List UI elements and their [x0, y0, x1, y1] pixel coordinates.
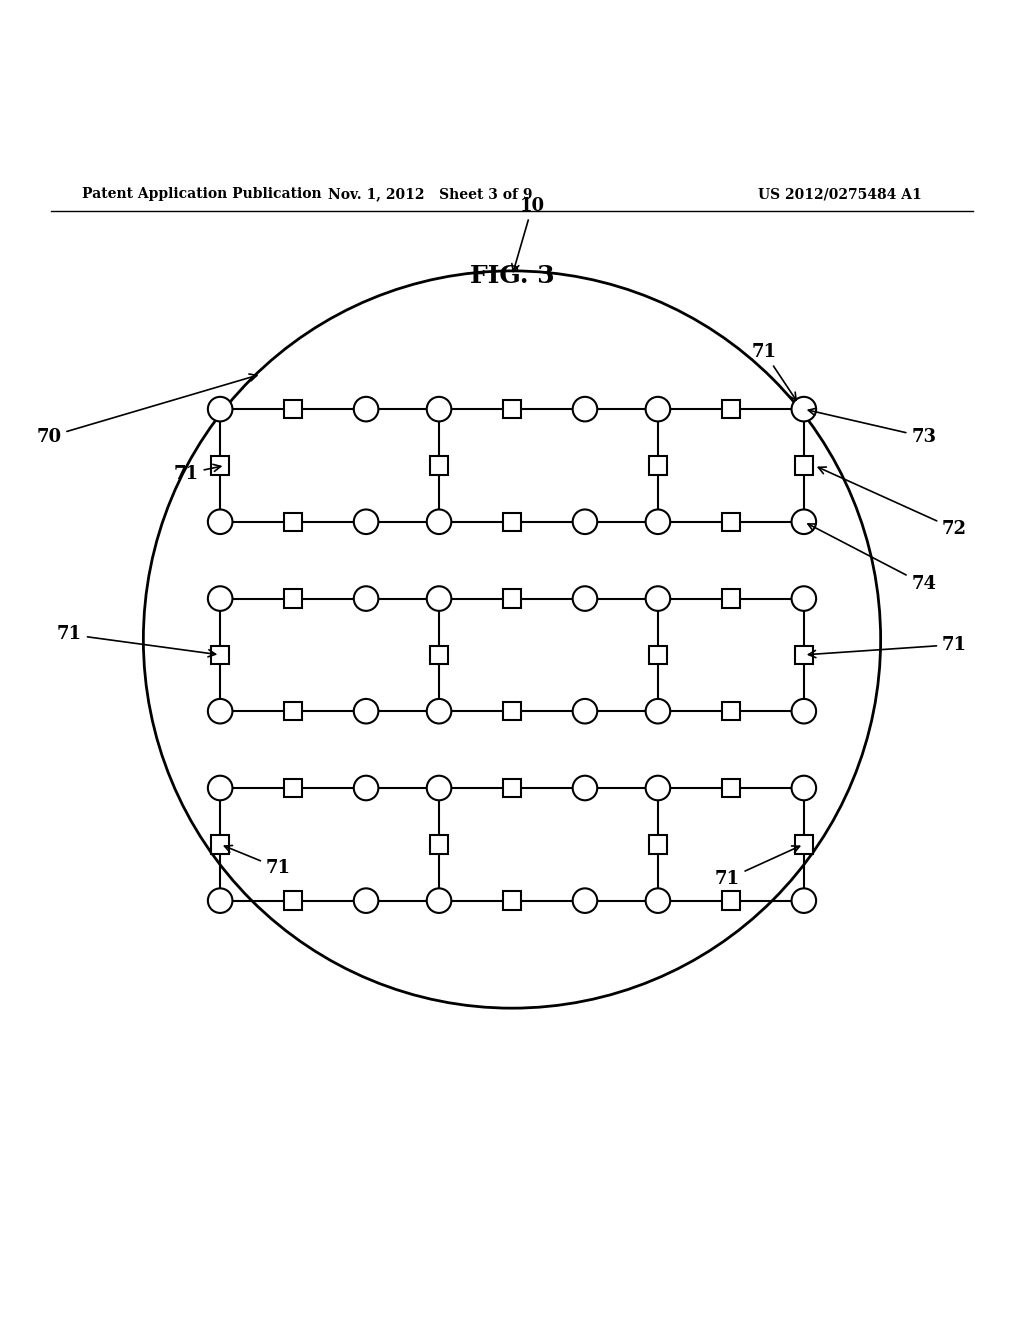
Bar — [284, 702, 302, 721]
Circle shape — [427, 510, 452, 535]
Circle shape — [572, 510, 597, 535]
Circle shape — [572, 397, 597, 421]
Bar — [722, 589, 740, 607]
Circle shape — [646, 888, 671, 913]
Circle shape — [792, 698, 816, 723]
Circle shape — [354, 776, 379, 800]
Bar — [284, 400, 302, 418]
Bar — [795, 457, 813, 475]
Bar — [722, 702, 740, 721]
Circle shape — [208, 776, 232, 800]
Circle shape — [792, 510, 816, 535]
Text: 72: 72 — [818, 467, 967, 539]
Circle shape — [646, 698, 671, 723]
Circle shape — [792, 888, 816, 913]
Bar — [503, 779, 521, 797]
Bar — [795, 645, 813, 664]
Bar — [430, 457, 449, 475]
Circle shape — [427, 586, 452, 611]
Circle shape — [646, 776, 671, 800]
Text: 70: 70 — [36, 374, 257, 446]
Bar — [722, 400, 740, 418]
Circle shape — [427, 888, 452, 913]
Circle shape — [208, 397, 232, 421]
Text: Nov. 1, 2012   Sheet 3 of 9: Nov. 1, 2012 Sheet 3 of 9 — [328, 187, 532, 201]
Text: FIG. 3: FIG. 3 — [470, 264, 554, 288]
Circle shape — [354, 397, 379, 421]
Circle shape — [208, 888, 232, 913]
Bar — [649, 645, 668, 664]
Text: 71: 71 — [715, 846, 800, 888]
Circle shape — [354, 586, 379, 611]
Circle shape — [354, 510, 379, 535]
Text: 71: 71 — [224, 846, 291, 876]
Bar — [284, 891, 302, 909]
Bar — [503, 589, 521, 607]
Bar — [722, 779, 740, 797]
Text: 71: 71 — [752, 343, 796, 400]
Circle shape — [208, 698, 232, 723]
Bar — [284, 779, 302, 797]
Text: Patent Application Publication: Patent Application Publication — [82, 187, 322, 201]
Circle shape — [646, 586, 671, 611]
Text: 71: 71 — [174, 465, 221, 483]
Bar — [211, 645, 229, 664]
Bar — [503, 702, 521, 721]
Bar — [649, 836, 668, 854]
Bar — [503, 512, 521, 531]
Circle shape — [208, 510, 232, 535]
Bar — [722, 512, 740, 531]
Text: 73: 73 — [808, 408, 936, 446]
Circle shape — [572, 888, 597, 913]
Bar — [284, 589, 302, 607]
Text: US 2012/0275484 A1: US 2012/0275484 A1 — [758, 187, 922, 201]
Bar — [430, 836, 449, 854]
Text: 10: 10 — [512, 197, 545, 272]
Circle shape — [792, 776, 816, 800]
Bar — [284, 512, 302, 531]
Circle shape — [427, 698, 452, 723]
Circle shape — [572, 698, 597, 723]
Circle shape — [792, 397, 816, 421]
Bar — [211, 836, 229, 854]
Text: 71: 71 — [57, 626, 216, 657]
Circle shape — [427, 397, 452, 421]
Text: 71: 71 — [809, 636, 967, 657]
Bar — [503, 400, 521, 418]
Bar — [430, 645, 449, 664]
Bar — [722, 891, 740, 909]
Bar — [795, 836, 813, 854]
Bar — [211, 457, 229, 475]
Bar — [649, 457, 668, 475]
Bar — [503, 891, 521, 909]
Circle shape — [427, 776, 452, 800]
Circle shape — [208, 586, 232, 611]
Circle shape — [354, 888, 379, 913]
Circle shape — [572, 586, 597, 611]
Circle shape — [572, 776, 597, 800]
Circle shape — [646, 397, 671, 421]
Circle shape — [792, 586, 816, 611]
Circle shape — [354, 698, 379, 723]
Circle shape — [646, 510, 671, 535]
Text: 74: 74 — [808, 524, 936, 593]
